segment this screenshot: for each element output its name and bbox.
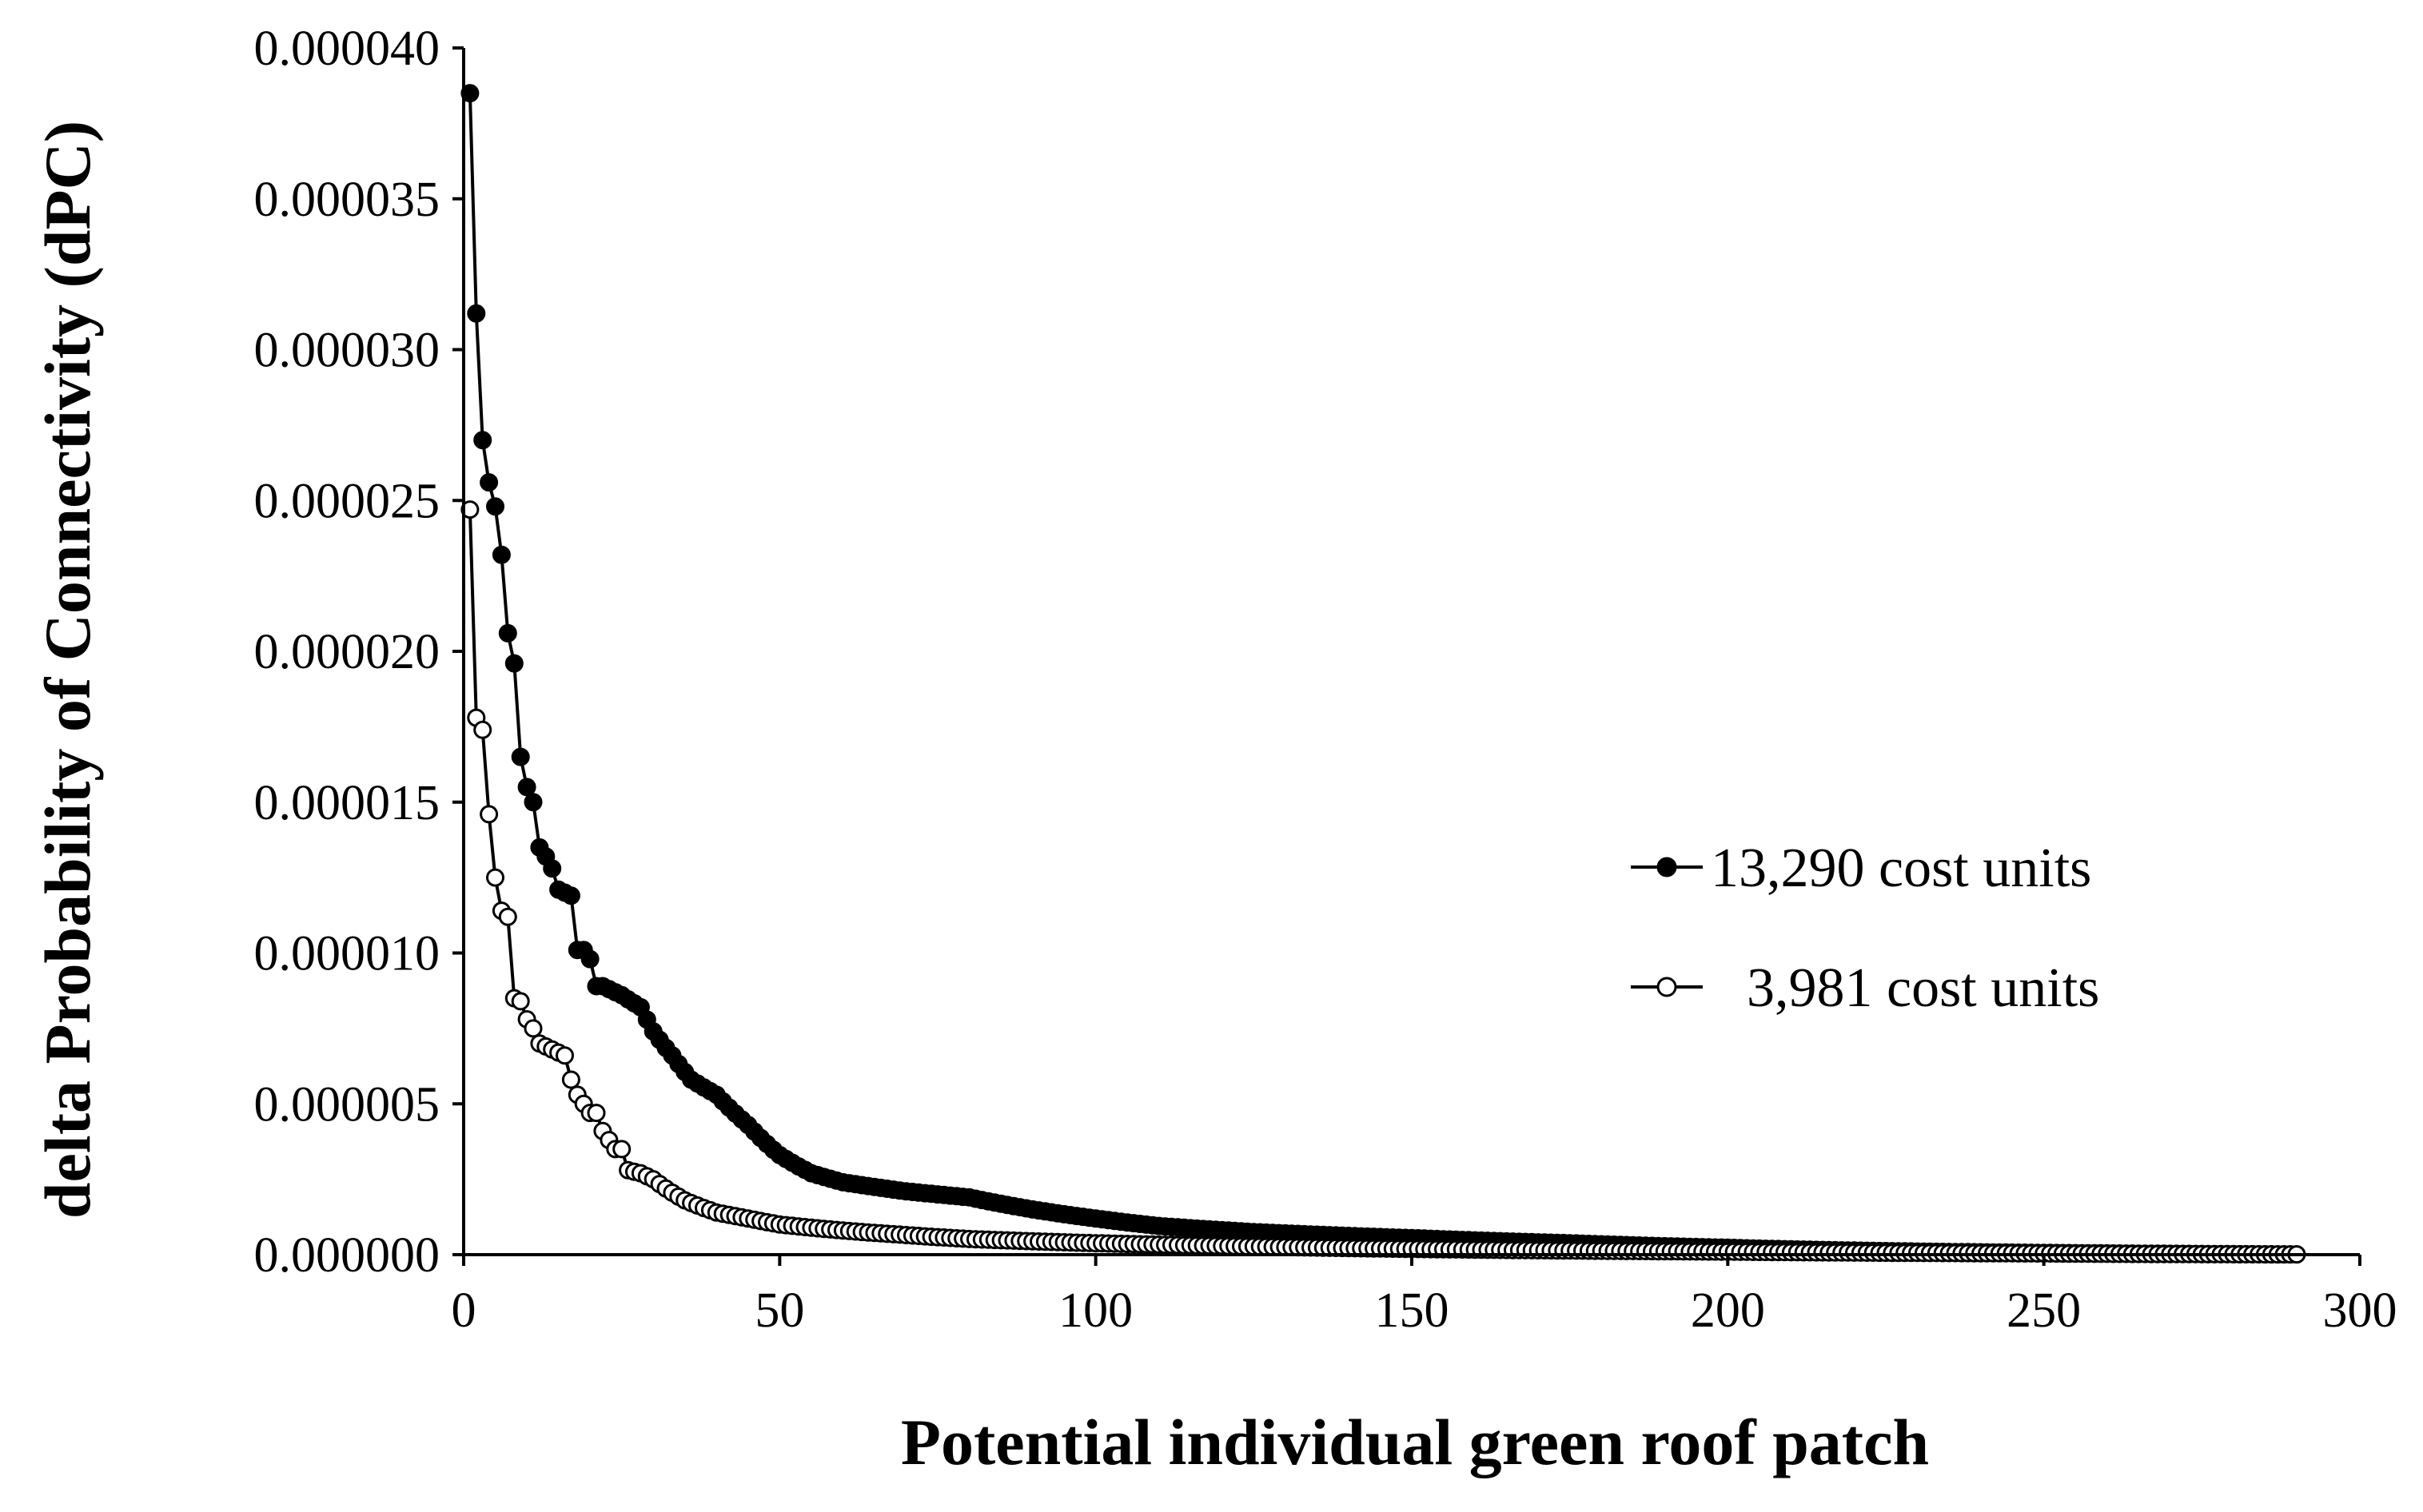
data-point <box>504 654 524 673</box>
x-tick-label: 200 <box>1691 1283 1765 1338</box>
data-point <box>543 859 562 878</box>
data-point <box>556 1046 574 1065</box>
data-point <box>561 1070 580 1089</box>
series-line <box>468 93 2297 1256</box>
data-point <box>486 497 504 516</box>
y-tick-label: 0.000040 <box>254 22 440 76</box>
y-tick-label: 0.000030 <box>254 324 440 378</box>
x-axis-title: Potential individual green roof patch <box>901 1406 1929 1478</box>
x-tick-label: 150 <box>1375 1283 1449 1338</box>
y-tick-label: 0.000000 <box>254 1228 440 1283</box>
x-tick-label: 250 <box>2007 1283 2081 1338</box>
data-point <box>460 500 480 519</box>
data-point <box>492 545 511 564</box>
data-point <box>524 793 543 812</box>
series-1 <box>460 84 2306 1264</box>
legend-label-series-2: 3,981 cost units <box>1747 957 2099 1019</box>
data-point <box>460 84 480 103</box>
data-point <box>486 868 504 887</box>
y-tick-label: 0.000005 <box>254 1077 440 1132</box>
y-tick-label: 0.000010 <box>254 927 440 981</box>
x-tick-label: 0 <box>452 1283 476 1338</box>
y-tick-label: 0.000025 <box>254 474 440 528</box>
y-axis-title: delta Probability of Connectivity (dPC) <box>31 121 104 1219</box>
data-point <box>580 949 600 969</box>
y-tick-label: 0.000035 <box>254 173 440 227</box>
y-tick-label: 0.000015 <box>254 776 440 830</box>
data-point <box>473 720 492 739</box>
data-point <box>524 1019 543 1038</box>
data-point <box>511 747 530 766</box>
data-point <box>473 431 492 450</box>
legend-marker-series-2 <box>1656 977 1677 997</box>
data-point <box>498 907 517 926</box>
data-point <box>612 1140 632 1159</box>
axes: 0.000000 0.000005 0.000010 0.000015 0.000020… <box>254 22 2397 1338</box>
data-point <box>587 1104 606 1123</box>
x-tick-label: 50 <box>755 1283 804 1338</box>
x-tick-label: 100 <box>1058 1283 1133 1338</box>
y-tick-label: 0.000020 <box>254 625 440 679</box>
data-point <box>480 805 499 824</box>
data-point <box>561 886 580 905</box>
data-point <box>498 623 517 643</box>
legend-label-series-1: 13,290 cost units <box>1711 838 2091 899</box>
data-point <box>467 304 486 323</box>
legend-marker-series-1 <box>1656 857 1677 877</box>
data-point <box>511 992 530 1011</box>
x-tick-label: 300 <box>2323 1283 2397 1338</box>
data-point <box>480 473 499 492</box>
data-point <box>517 778 536 797</box>
legend: 13,290 cost units 3,981 cost units <box>1631 838 2099 1019</box>
chart-marks <box>460 84 2306 1264</box>
